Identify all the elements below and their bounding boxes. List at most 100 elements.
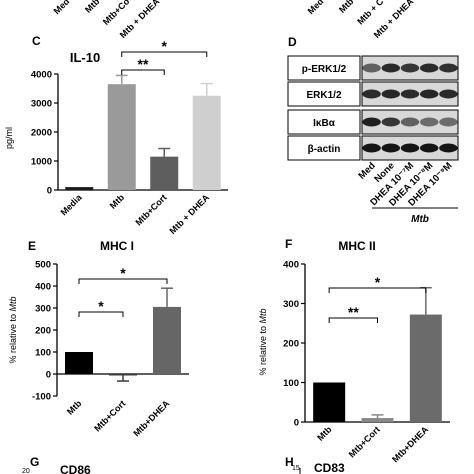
blot-band-1-4 [439, 89, 458, 99]
x-tick-label-1: Mtb+Cort [92, 398, 127, 433]
significance-bracket-0 [121, 69, 165, 75]
blot-label-box-0 [287, 55, 361, 81]
significance-bracket-1 [328, 287, 427, 293]
y-tick-label: 100 [35, 348, 51, 359]
y-axis-label: pg/ml [4, 127, 14, 149]
significance-label-1: * [375, 274, 381, 290]
chart-title: IL-10 [70, 50, 100, 65]
blot-band-0-0 [362, 63, 381, 73]
significance-label-1: * [162, 38, 168, 54]
panel-letter-g: G [30, 455, 39, 469]
x-tick-label-0: Media [59, 192, 85, 218]
significance-bracket-1 [121, 51, 208, 57]
y-tick-label: 3000 [31, 99, 52, 110]
y-tick-label: 300 [35, 304, 51, 315]
blot-group-label: Mtb [411, 214, 429, 225]
blot-band-0-1 [381, 63, 401, 73]
x-tick-label-0: Mtb [315, 424, 334, 443]
blot-band-2-0 [362, 117, 381, 127]
panel-letter-d: D [288, 35, 297, 49]
chart-il10: IL-10 pg/ml 0 1000 2000 3000 4000 Media Mtb Mtb+C… [4, 38, 228, 236]
g-axis-tick: 20 [22, 468, 30, 474]
h-axis-tick: 15 [292, 465, 300, 472]
y-tick-label: -100 [32, 392, 51, 403]
significance-label-0: ** [348, 304, 359, 320]
y-tick-label: 2000 [31, 128, 52, 139]
top-right-label-1: Mtb [337, 0, 356, 15]
blot-band-1-1 [381, 89, 401, 99]
bar-2 [409, 314, 442, 422]
bar-1 [107, 84, 136, 190]
blot-band-2-4 [439, 117, 458, 127]
top-left-label-1: Mtb [83, 0, 102, 15]
x-tick-label-1: Mtb+Cort [347, 424, 382, 459]
blot-band-2-1 [381, 117, 401, 127]
blot-band-3-3 [419, 143, 439, 153]
bar-1 [361, 418, 394, 422]
y-tick-label: 4000 [31, 70, 52, 81]
blot-band-1-2 [400, 89, 420, 99]
x-tick-label-2: Mtb+DHEA [131, 398, 171, 438]
g-title: CD86 [60, 463, 91, 474]
significance-label-1: * [120, 265, 126, 281]
y-tick-label: 400 [35, 282, 51, 293]
blot-band-0-4 [439, 63, 458, 73]
blot-label-box-3 [287, 135, 361, 161]
bar-3 [192, 95, 221, 190]
y-tick-label: 200 [283, 339, 299, 350]
panel-letter-f: F [285, 237, 292, 251]
blot-row-label-1: ERK1/2 [306, 90, 341, 101]
blot-band-1-3 [419, 89, 439, 99]
significance-bracket-0 [78, 311, 124, 317]
y-tick-label: 0 [47, 186, 52, 197]
blot-band-3-0 [362, 143, 381, 153]
x-tick-label-1: Mtb [108, 192, 127, 211]
bar-0 [65, 352, 93, 374]
y-tick-label: 1000 [31, 157, 52, 168]
bar-0 [313, 382, 346, 422]
y-tick-label: 0 [46, 370, 51, 381]
y-tick-label: 0 [294, 418, 299, 429]
chart-title: MHC II [338, 239, 375, 253]
x-tick-label-0: Mtb [65, 398, 84, 417]
h-title: CD83 [314, 461, 345, 474]
blot-band-3-2 [400, 143, 420, 153]
y-tick-label: 200 [35, 326, 51, 337]
blot-band-0-2 [400, 63, 420, 73]
y-axis-label: % relative to Mtb [258, 308, 268, 375]
blot-band-2-2 [400, 117, 420, 127]
y-tick-label: 400 [283, 260, 299, 271]
x-tick-label-2: Mtb+DHEA [390, 424, 430, 464]
blot-band-3-4 [439, 143, 458, 153]
bar-0 [65, 187, 94, 190]
significance-label-0: * [98, 298, 104, 314]
blot-band-1-0 [362, 89, 381, 99]
chart-mhc-i: MHC I % relative to Mtb -100 0 100 200 300 400 5… [8, 239, 189, 438]
blot-row-label-3: β-actin [308, 144, 341, 155]
chart-mhc-ii: MHC II % relative to Mtb 0 100 200 300 400 Mtb M… [258, 239, 450, 464]
top-left-label-0: Med [52, 0, 72, 16]
y-tick-label: 500 [35, 260, 51, 271]
bar-2 [153, 306, 181, 374]
blot-label-box-2 [287, 109, 361, 135]
significance-bracket-0 [328, 317, 378, 323]
x-tick-label-3: Mtb + DHEA [168, 192, 212, 236]
top-right-label-0: Med [306, 0, 326, 16]
bar-2 [150, 156, 179, 190]
y-tick-label: 300 [283, 299, 299, 310]
panel-letter-c: C [32, 34, 41, 48]
chart-title: MHC I [100, 239, 134, 253]
blot-band-3-1 [381, 143, 401, 153]
y-axis-label: % relative to Mtb [8, 296, 18, 363]
y-tick-label: 100 [283, 378, 299, 389]
panel-letter-h: H [285, 455, 294, 469]
significance-bracket-1 [78, 278, 168, 284]
blot-label-box-1 [287, 81, 361, 107]
significance-label-0: ** [138, 56, 149, 72]
x-tick-label-2: Mtb+Cort [133, 192, 168, 227]
blot-band-2-3 [419, 117, 439, 127]
